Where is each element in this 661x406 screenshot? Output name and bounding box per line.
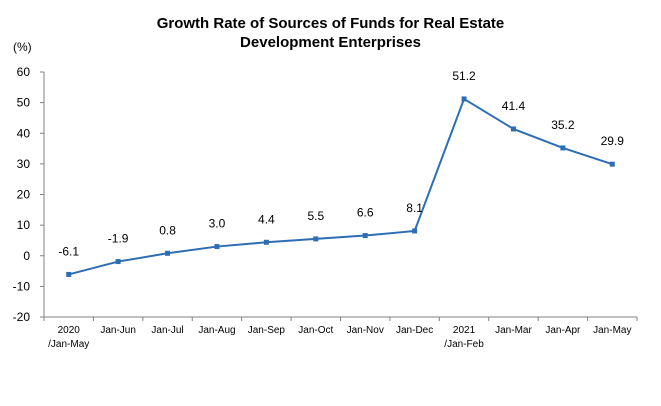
- data-label: 0.8: [159, 223, 176, 237]
- data-point-marker: [115, 259, 121, 265]
- data-label: 41.4: [502, 99, 526, 113]
- chart-title-line-1: Growth Rate of Sources of Funds for Real…: [156, 15, 505, 32]
- data-label: -1.9: [108, 232, 129, 246]
- y-tick-label: 50: [17, 96, 31, 110]
- data-label: 6.6: [357, 206, 374, 220]
- y-tick-label: 40: [17, 126, 31, 140]
- data-label: 51.2: [452, 69, 476, 83]
- x-tick-label: Jan-Nov: [347, 325, 384, 336]
- x-tick-label: Jan-Dec: [396, 325, 433, 336]
- data-point-marker: [362, 233, 368, 239]
- x-tick-label: 2020: [58, 325, 81, 336]
- y-tick-label: -10: [13, 279, 31, 293]
- series-line: [68, 97, 613, 276]
- chart-title-line-2: Development Enterprises: [240, 34, 421, 51]
- y-tick-label: 10: [17, 218, 31, 232]
- data-point-marker: [263, 239, 269, 245]
- data-point-marker: [461, 96, 467, 102]
- x-tick-label: Jan-Sep: [248, 325, 286, 336]
- data-label: 5.5: [307, 209, 324, 223]
- data-point-marker: [412, 228, 418, 234]
- x-tick-label: 2021: [453, 325, 476, 336]
- y-tick-label: 30: [17, 157, 31, 171]
- data-point-marker: [313, 236, 319, 242]
- x-tick-label: Jan-Aug: [198, 325, 235, 336]
- y-tick-label: 0: [23, 249, 30, 263]
- data-point-marker: [66, 271, 72, 277]
- data-point-marker: [165, 250, 171, 256]
- x-tick-label: Jan-Jun: [100, 325, 136, 336]
- data-label: -6.1: [58, 244, 79, 258]
- x-tick-label: Jan-Jul: [151, 325, 183, 336]
- y-tick-label: 60: [17, 65, 31, 79]
- x-tick-label: /Jan-May: [48, 339, 89, 350]
- y-tick-label: 20: [17, 188, 31, 202]
- data-point-marker: [510, 126, 516, 132]
- y-axis-unit-label: (%): [13, 40, 32, 54]
- data-label: 29.9: [601, 134, 625, 148]
- data-point-marker: [560, 145, 566, 151]
- x-tick-label: Jan-May: [593, 325, 631, 336]
- x-tick-label: Jan-Apr: [545, 325, 581, 336]
- data-label: 4.4: [258, 212, 275, 226]
- x-tick-label: Jan-Oct: [298, 325, 333, 336]
- x-tick-label: /Jan-Feb: [444, 339, 484, 350]
- data-label: 8.1: [406, 201, 423, 215]
- data-point-marker: [609, 161, 615, 167]
- data-label: 35.2: [551, 118, 575, 132]
- data-label: 3.0: [209, 217, 226, 231]
- y-tick-label: -20: [13, 310, 31, 324]
- x-tick-label: Jan-Mar: [495, 325, 532, 336]
- data-point-marker: [214, 244, 220, 250]
